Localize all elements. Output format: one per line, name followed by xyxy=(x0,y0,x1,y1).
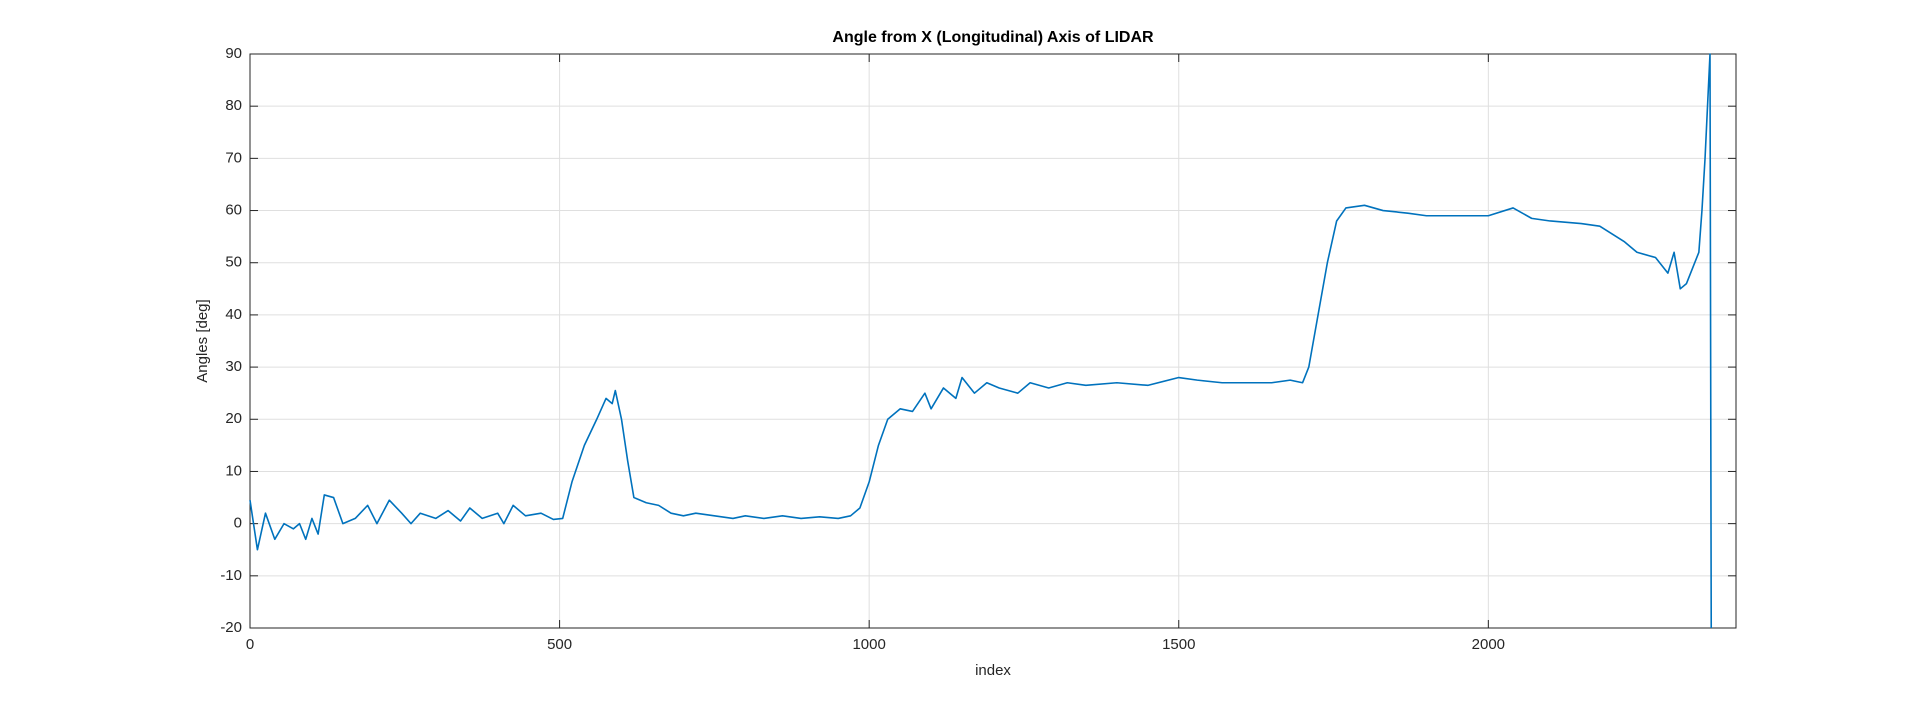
x-axis-label: index xyxy=(975,662,1011,679)
y-tick-label: 10 xyxy=(225,462,242,479)
y-tick-label: 80 xyxy=(225,97,242,114)
x-tick-label: 500 xyxy=(547,636,572,653)
y-tick-label: 20 xyxy=(225,410,242,427)
x-tick-label: 2000 xyxy=(1472,636,1505,653)
y-tick-label: 70 xyxy=(225,149,242,166)
x-tick-label: 1000 xyxy=(852,636,885,653)
x-tick-label: 1500 xyxy=(1162,636,1195,653)
x-tick-label: 0 xyxy=(246,636,254,653)
chart-title: Angle from X (Longitudinal) Axis of LIDA… xyxy=(832,29,1154,46)
y-tick-label: -20 xyxy=(220,619,242,636)
y-axis-label: Angles [deg] xyxy=(194,299,211,382)
y-tick-label: 0 xyxy=(234,515,242,532)
plot-frame xyxy=(249,53,1737,629)
data-line xyxy=(249,53,1713,629)
y-tick-label: 50 xyxy=(225,254,242,271)
y-tick-label: -10 xyxy=(220,567,242,584)
y-tick-label: 60 xyxy=(225,202,242,219)
y-tick-label: 40 xyxy=(225,306,242,323)
y-tick-label: 30 xyxy=(225,358,242,375)
y-tick-label: 90 xyxy=(225,45,242,62)
